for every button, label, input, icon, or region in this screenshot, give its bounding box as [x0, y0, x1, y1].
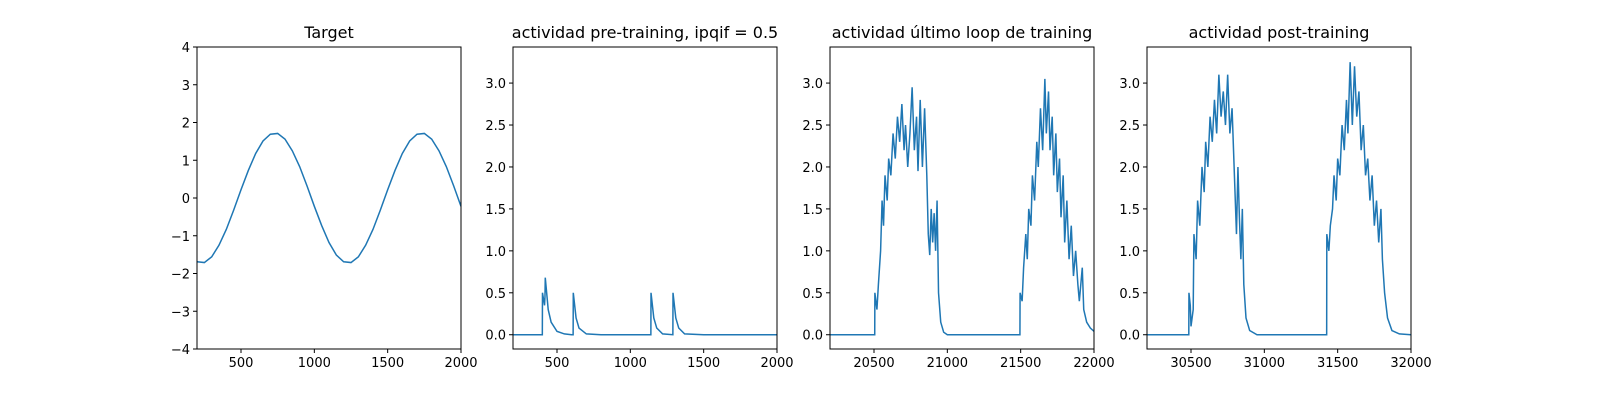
y-tick-label: 1.5 [485, 203, 506, 218]
line [513, 277, 777, 336]
subplot-title: actividad post-training [1189, 23, 1370, 42]
x-tick-label: 32000 [1390, 356, 1431, 371]
axes-frame [1146, 46, 1412, 350]
x-tick-label: 21500 [1000, 356, 1041, 371]
axes-frame [512, 46, 778, 350]
y-tick-label: 2.5 [485, 119, 506, 134]
y-tick-label: 4 [182, 41, 190, 56]
subplot-title: actividad pre-training, ipqif = 0.5 [512, 23, 778, 42]
y-tick-label: 3.0 [1119, 77, 1140, 92]
x-tick-label: 30500 [1170, 356, 1211, 371]
y-tick-label: 0 [182, 192, 190, 207]
y-tick-label: 2.0 [1119, 161, 1140, 176]
y-tick-label: 2 [182, 117, 190, 132]
line [197, 132, 461, 264]
x-tick-label: 20500 [853, 356, 894, 371]
subplot: actividad pre-training, ipqif = 0.5 500 10… [485, 23, 793, 371]
subplot: Target 500 1000 1500 2000 −4 −3 −2 −1 0 1 2 3 4 [171, 23, 478, 371]
y-tick-label: 0.5 [802, 287, 823, 302]
y-tick-label: 2.5 [802, 119, 823, 134]
y-tick-label: 2.0 [485, 161, 506, 176]
x-tick-label: 22000 [1073, 356, 1114, 371]
x-tick-label: 2000 [444, 356, 477, 371]
x-tick-label: 31500 [1317, 356, 1358, 371]
y-tick-label: 0.0 [1119, 329, 1140, 344]
y-tick-label: 2.0 [802, 161, 823, 176]
y-tick-label: 3.0 [485, 77, 506, 92]
y-tick-label: −4 [171, 343, 190, 358]
y-tick-label: 2.5 [1119, 119, 1140, 134]
subplot: actividad último loop de training 20500 21… [802, 23, 1114, 371]
x-tick-label: 31000 [1244, 356, 1285, 371]
y-tick-label: 1 [182, 154, 190, 169]
axes-frame [829, 46, 1095, 350]
x-tick-label: 500 [545, 356, 570, 371]
subplot-title: Target [303, 23, 354, 42]
x-tick-label: 1500 [687, 356, 720, 371]
y-tick-label: 3 [182, 79, 190, 94]
y-tick-label: 1.0 [485, 245, 506, 260]
y-tick-label: 0.0 [485, 329, 506, 344]
y-tick-label: 1.5 [1119, 203, 1140, 218]
y-tick-label: 1.0 [1119, 245, 1140, 260]
y-tick-label: 1.0 [802, 245, 823, 260]
x-tick-label: 2000 [760, 356, 793, 371]
x-tick-label: 500 [229, 356, 254, 371]
subplot-title: actividad último loop de training [832, 23, 1093, 42]
axes-frame [196, 46, 462, 350]
line [1147, 62, 1411, 336]
x-tick-label: 1500 [371, 356, 404, 371]
subplot: actividad post-training 30500 31000 31500 32… [1119, 23, 1431, 371]
line [830, 78, 1094, 336]
y-tick-label: 0.0 [802, 329, 823, 344]
x-tick-label: 1000 [298, 356, 331, 371]
x-tick-label: 1000 [614, 356, 647, 371]
y-tick-label: −3 [171, 305, 190, 320]
x-tick-label: 21000 [927, 356, 968, 371]
y-tick-label: −2 [171, 268, 190, 283]
y-tick-label: −1 [171, 230, 190, 245]
y-tick-label: 1.5 [802, 203, 823, 218]
y-tick-label: 3.0 [802, 77, 823, 92]
y-tick-label: 0.5 [485, 287, 506, 302]
y-tick-label: 0.5 [1119, 287, 1140, 302]
